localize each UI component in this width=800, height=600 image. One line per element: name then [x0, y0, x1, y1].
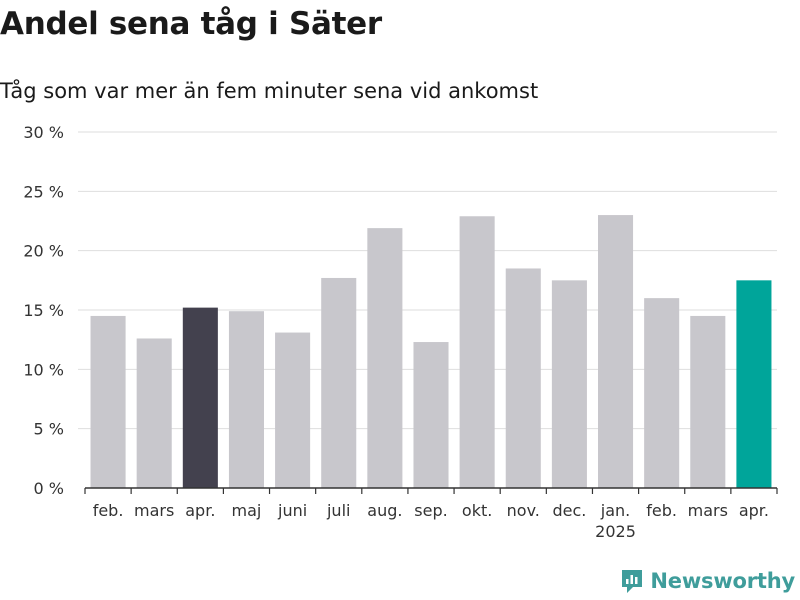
bar [413, 342, 449, 488]
x-tick-label: feb. [646, 501, 677, 520]
y-tick-label: 5 % [34, 420, 64, 439]
y-tick-label: 30 % [23, 123, 64, 142]
bar [182, 307, 218, 488]
x-tick-label: aug. [367, 501, 402, 520]
x-tick-label: mars [688, 501, 728, 520]
bar [275, 332, 311, 488]
x-tick-label: juli [326, 501, 350, 520]
bar [736, 280, 772, 488]
x-tick-label: maj [232, 501, 262, 520]
bar [459, 216, 495, 488]
bars [90, 215, 772, 489]
bar [505, 268, 541, 488]
chart-title: Andel sena tåg i Säter [0, 6, 382, 42]
bar [690, 315, 726, 488]
newsworthy-logo: Newsworthy [620, 568, 795, 594]
x-tick-label: dec. [552, 501, 586, 520]
x-tick-label: mars [134, 501, 174, 520]
newsworthy-logo-text: Newsworthy [650, 569, 795, 593]
y-tick-label: 25 % [23, 182, 64, 201]
bar [598, 215, 634, 489]
chart-subtitle: Tåg som var mer än fem minuter sena vid … [0, 79, 539, 103]
newsworthy-logo-icon [622, 570, 643, 593]
x-tick-label: nov. [507, 501, 540, 520]
y-tick-label: 0 % [34, 479, 64, 498]
bar [551, 280, 587, 488]
x-tick-label: apr. [739, 501, 769, 520]
y-tick-label: 20 % [23, 242, 64, 261]
x-axis [84, 487, 778, 494]
y-tick-label: 15 % [23, 301, 64, 320]
bar [321, 277, 357, 488]
y-axis-tick-labels: 0 % 5 % 10 % 15 % 20 % 25 % 30 % [23, 123, 64, 498]
bar [367, 228, 403, 488]
bar [136, 338, 172, 488]
bar [90, 315, 126, 488]
y-tick-label: 10 % [23, 360, 64, 379]
x-year-label: 2025 [595, 522, 636, 541]
x-tick-label: jan. [600, 501, 630, 520]
x-tick-label: feb. [93, 501, 124, 520]
x-tick-label: sep. [414, 501, 447, 520]
bar [644, 298, 680, 488]
x-axis-tick-labels: feb. mars apr. maj juni juli aug. sep. okt. nov. d… [93, 501, 769, 541]
x-tick-label: juni [277, 501, 307, 520]
x-tick-label: okt. [462, 501, 492, 520]
x-tick-label: apr. [185, 501, 215, 520]
bar [228, 311, 264, 488]
